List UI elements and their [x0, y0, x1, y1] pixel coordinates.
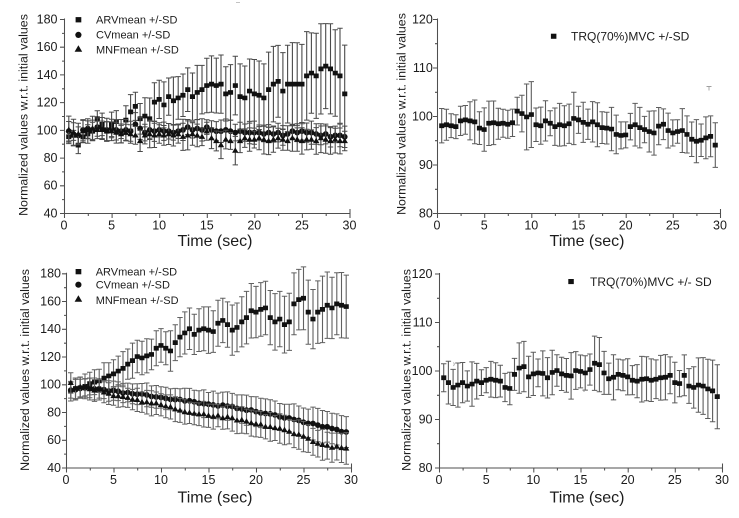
svg-text:0: 0: [436, 473, 443, 487]
svg-text:10: 10: [154, 473, 168, 487]
svg-text:30: 30: [343, 219, 357, 233]
svg-text:180: 180: [37, 12, 58, 26]
svg-text:120: 120: [412, 267, 433, 281]
svg-text:40: 40: [47, 461, 61, 475]
svg-text:100: 100: [412, 364, 433, 378]
svg-text:20: 20: [247, 219, 261, 233]
svg-text:0: 0: [63, 473, 70, 487]
svg-text:25: 25: [666, 219, 680, 233]
svg-text:160: 160: [40, 294, 61, 308]
svg-text:5: 5: [108, 219, 115, 233]
svg-text:160: 160: [37, 40, 58, 54]
svg-text:20: 20: [619, 219, 633, 233]
svg-text:140: 140: [40, 322, 61, 336]
svg-text:20: 20: [249, 473, 263, 487]
svg-text:25: 25: [297, 473, 311, 487]
svg-text:110: 110: [413, 61, 433, 75]
svg-text:80: 80: [44, 151, 58, 165]
svg-text:30: 30: [715, 473, 729, 487]
svg-text:TRQ(70%)MVC +/-SD: TRQ(70%)MVC +/-SD: [571, 30, 690, 44]
svg-text:25: 25: [668, 473, 682, 487]
svg-text:15: 15: [202, 473, 216, 487]
svg-text:90: 90: [419, 412, 433, 426]
svg-text:100: 100: [412, 109, 433, 123]
svg-text:MNFmean +/-SD: MNFmean +/-SD: [96, 295, 179, 307]
svg-text:5: 5: [110, 473, 117, 487]
svg-text:10: 10: [526, 473, 540, 487]
svg-text:140: 140: [37, 68, 58, 82]
svg-text:Normalized values w.r.t. initi: Normalized values w.r.t. initial values: [18, 269, 32, 471]
svg-text:MNFmean +/-SD: MNFmean +/-SD: [96, 44, 179, 56]
svg-text:30: 30: [713, 219, 727, 233]
svg-text:80: 80: [47, 405, 61, 419]
svg-text:60: 60: [47, 433, 61, 447]
svg-text:90: 90: [419, 158, 433, 172]
svg-text:15: 15: [200, 219, 214, 233]
svg-text:100: 100: [37, 123, 58, 137]
svg-text:25: 25: [295, 219, 309, 233]
svg-text:Time (sec): Time (sec): [550, 233, 625, 250]
svg-text:CVmean +/-SD: CVmean +/-SD: [96, 280, 170, 292]
svg-text:110: 110: [413, 315, 433, 329]
svg-text:40: 40: [44, 206, 58, 220]
svg-text:20: 20: [621, 473, 635, 487]
svg-text:15: 15: [572, 219, 586, 233]
svg-text:Time (sec): Time (sec): [550, 490, 625, 507]
svg-text:30: 30: [344, 473, 358, 487]
svg-text:0: 0: [61, 219, 68, 233]
svg-text:180: 180: [40, 267, 61, 281]
svg-text:0: 0: [434, 219, 441, 233]
svg-text:TRQ(70%)MVC +/- SD: TRQ(70%)MVC +/- SD: [590, 275, 712, 289]
svg-text:Normalized values w.r.t. initi: Normalized values w.r.t. initial values: [17, 14, 31, 216]
svg-text:10: 10: [152, 219, 166, 233]
svg-text:100: 100: [40, 378, 61, 392]
svg-text:120: 120: [40, 350, 61, 364]
svg-text:Normalized values w.r.t. initi: Normalized values w.r.t. initial values: [400, 269, 414, 471]
svg-text:5: 5: [481, 219, 488, 233]
svg-text:60: 60: [44, 179, 58, 193]
svg-text:5: 5: [483, 473, 490, 487]
svg-text:Time (sec): Time (sec): [178, 233, 253, 250]
svg-text:Normalized values w.r.t. initi: Normalized values w.r.t. initial values: [395, 13, 409, 215]
svg-text:10: 10: [524, 219, 538, 233]
svg-text:80: 80: [419, 206, 433, 220]
svg-text:80: 80: [419, 461, 433, 475]
svg-text:15: 15: [574, 473, 588, 487]
svg-text:ARVmean +/-SD: ARVmean +/-SD: [96, 267, 177, 279]
svg-text:Time (sec): Time (sec): [178, 490, 253, 507]
svg-text:120: 120: [37, 96, 58, 110]
svg-text:120: 120: [412, 12, 433, 26]
svg-text:CVmean +/-SD: CVmean +/-SD: [96, 30, 170, 42]
svg-text:ARVmean +/-SD: ARVmean +/-SD: [96, 15, 177, 27]
